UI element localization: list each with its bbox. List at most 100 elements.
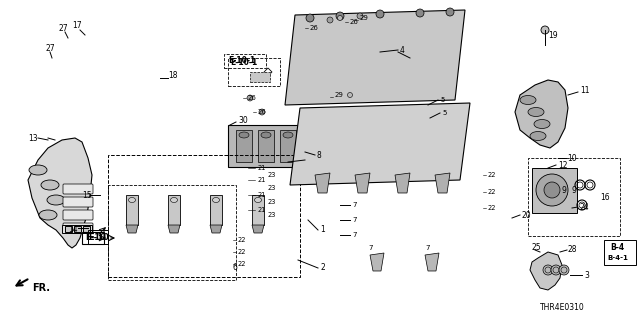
- Text: 8: 8: [316, 150, 321, 159]
- Text: 21: 21: [258, 192, 266, 198]
- Text: B-4-1: B-4-1: [607, 255, 628, 261]
- Text: 21: 21: [258, 177, 266, 183]
- Text: 10: 10: [567, 154, 577, 163]
- FancyBboxPatch shape: [63, 184, 93, 194]
- Text: 9: 9: [562, 186, 567, 195]
- Text: 22: 22: [238, 261, 246, 267]
- Text: 6: 6: [232, 263, 237, 273]
- Text: 16: 16: [600, 194, 610, 203]
- Ellipse shape: [39, 210, 57, 220]
- Text: 2: 2: [320, 263, 324, 273]
- Text: 17: 17: [72, 20, 82, 29]
- Ellipse shape: [170, 197, 177, 203]
- Bar: [258, 130, 274, 162]
- Text: 7: 7: [352, 232, 356, 238]
- Text: 26: 26: [258, 109, 267, 115]
- Text: 22: 22: [238, 249, 246, 255]
- Polygon shape: [252, 225, 264, 233]
- Circle shape: [327, 17, 333, 23]
- Circle shape: [446, 8, 454, 16]
- Circle shape: [357, 13, 363, 19]
- Text: 15: 15: [82, 190, 92, 199]
- Polygon shape: [370, 253, 384, 271]
- Text: 23: 23: [268, 212, 276, 218]
- Text: 9: 9: [572, 186, 577, 195]
- Ellipse shape: [129, 197, 136, 203]
- Bar: [82, 232, 104, 244]
- Ellipse shape: [283, 132, 293, 138]
- FancyBboxPatch shape: [63, 210, 93, 220]
- Text: 7: 7: [368, 245, 372, 251]
- Circle shape: [543, 265, 553, 275]
- Text: 30: 30: [238, 116, 248, 124]
- Text: E-10-1: E-10-1: [228, 55, 255, 65]
- Text: 7: 7: [425, 245, 429, 251]
- Bar: [528, 158, 620, 236]
- Text: 5: 5: [442, 110, 446, 116]
- Circle shape: [337, 15, 342, 20]
- Text: 12: 12: [558, 161, 568, 170]
- Ellipse shape: [520, 95, 536, 105]
- Text: 1: 1: [320, 226, 324, 235]
- FancyBboxPatch shape: [63, 197, 93, 207]
- Ellipse shape: [239, 132, 249, 138]
- Text: 20: 20: [522, 211, 532, 220]
- Circle shape: [541, 26, 549, 34]
- Polygon shape: [126, 225, 138, 233]
- Circle shape: [551, 265, 561, 275]
- Text: 24: 24: [580, 203, 589, 212]
- Text: 3: 3: [584, 270, 589, 279]
- Text: 25: 25: [532, 244, 541, 252]
- Polygon shape: [425, 253, 439, 271]
- Circle shape: [559, 265, 569, 275]
- Polygon shape: [28, 138, 92, 248]
- Bar: [252, 195, 264, 225]
- Text: 21: 21: [258, 165, 266, 171]
- Text: 27: 27: [58, 23, 68, 33]
- Ellipse shape: [255, 197, 262, 203]
- Bar: [168, 195, 180, 225]
- Bar: [228, 125, 306, 167]
- Bar: [108, 155, 300, 277]
- Bar: [62, 225, 92, 233]
- Circle shape: [348, 92, 353, 98]
- Text: E-10: E-10: [85, 234, 106, 243]
- Text: 4: 4: [400, 45, 405, 54]
- Circle shape: [376, 10, 384, 18]
- Bar: [83, 226, 90, 232]
- Text: 23: 23: [268, 172, 276, 178]
- Bar: [88, 230, 108, 244]
- Text: 7: 7: [352, 202, 356, 208]
- Text: 18: 18: [168, 70, 177, 79]
- Bar: [236, 130, 252, 162]
- Text: 27: 27: [45, 44, 54, 52]
- FancyBboxPatch shape: [63, 223, 93, 233]
- Text: 21: 21: [258, 207, 266, 213]
- Polygon shape: [285, 10, 465, 105]
- Bar: [228, 58, 280, 86]
- Text: THR4E0310: THR4E0310: [540, 303, 585, 313]
- Circle shape: [416, 9, 424, 17]
- Polygon shape: [315, 173, 330, 193]
- Ellipse shape: [528, 108, 544, 116]
- Text: 26: 26: [350, 19, 359, 25]
- Polygon shape: [435, 173, 450, 193]
- Text: 26: 26: [310, 25, 319, 31]
- Circle shape: [247, 95, 253, 101]
- Polygon shape: [355, 173, 370, 193]
- Ellipse shape: [212, 197, 220, 203]
- Text: B-4: B-4: [610, 244, 624, 252]
- Text: 11: 11: [580, 85, 589, 94]
- Bar: [224, 54, 266, 68]
- Text: 14: 14: [68, 226, 77, 235]
- Text: 22: 22: [488, 172, 497, 178]
- Circle shape: [336, 12, 344, 20]
- Circle shape: [544, 182, 560, 198]
- Ellipse shape: [530, 132, 546, 140]
- Polygon shape: [515, 80, 568, 148]
- Bar: [65, 226, 72, 232]
- Text: 28: 28: [568, 245, 577, 254]
- Bar: [74, 226, 81, 232]
- Bar: [250, 72, 270, 82]
- Polygon shape: [210, 225, 222, 233]
